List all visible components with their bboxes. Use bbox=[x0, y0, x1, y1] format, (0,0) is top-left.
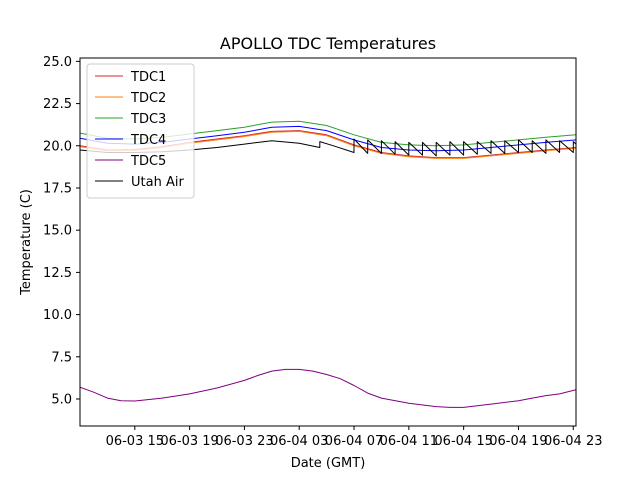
y-tick-label: 20.0 bbox=[43, 139, 72, 154]
y-tick-label: 5.0 bbox=[51, 392, 72, 407]
x-tick-label: 06-04 07 bbox=[325, 434, 383, 449]
series-line-utah-air bbox=[80, 138, 576, 157]
x-tick-label: 06-04 11 bbox=[380, 434, 438, 449]
x-tick-label: 06-04 23 bbox=[544, 434, 602, 449]
x-tick-label: 06-04 03 bbox=[270, 434, 328, 449]
y-axis-label: Temperature (C) bbox=[19, 189, 34, 296]
y-tick-label: 7.5 bbox=[51, 350, 72, 365]
y-tick-label: 10.0 bbox=[43, 308, 72, 323]
x-tick-label: 06-03 19 bbox=[160, 434, 218, 449]
y-tick-label: 22.5 bbox=[43, 97, 72, 112]
y-axis-ticks: 5.0 7.5 10.0 12.5 15.0 17.5 20.0 22.5 25.0 bbox=[43, 55, 80, 407]
legend: TDC1 TDC2 TDC3 TDC4 TDC5 Utah Air bbox=[86, 63, 195, 199]
y-tick-label: 12.5 bbox=[43, 266, 72, 281]
legend-label-utah-air: Utah Air bbox=[131, 175, 184, 190]
x-axis-label: Date (GMT) bbox=[291, 456, 366, 471]
y-tick-label: 25.0 bbox=[43, 55, 72, 70]
y-tick-label: 17.5 bbox=[43, 181, 72, 196]
axes-frame bbox=[79, 57, 577, 427]
x-tick-label: 06-03 23 bbox=[215, 434, 273, 449]
legend-label-tdc2: TDC2 bbox=[130, 91, 166, 106]
y-tick-label: 15.0 bbox=[43, 224, 72, 239]
legend-label-tdc4: TDC4 bbox=[130, 133, 166, 148]
legend-label-tdc3: TDC3 bbox=[130, 112, 166, 127]
chart-title: APOLLO TDC Temperatures bbox=[220, 34, 436, 53]
x-tick-label: 06-04 19 bbox=[489, 434, 547, 449]
x-tick-label: 06-03 15 bbox=[106, 434, 164, 449]
legend-label-tdc1: TDC1 bbox=[130, 70, 166, 85]
x-tick-label: 06-04 15 bbox=[434, 434, 492, 449]
legend-label-tdc5: TDC5 bbox=[130, 154, 166, 169]
series-line-tdc5 bbox=[80, 368, 576, 408]
